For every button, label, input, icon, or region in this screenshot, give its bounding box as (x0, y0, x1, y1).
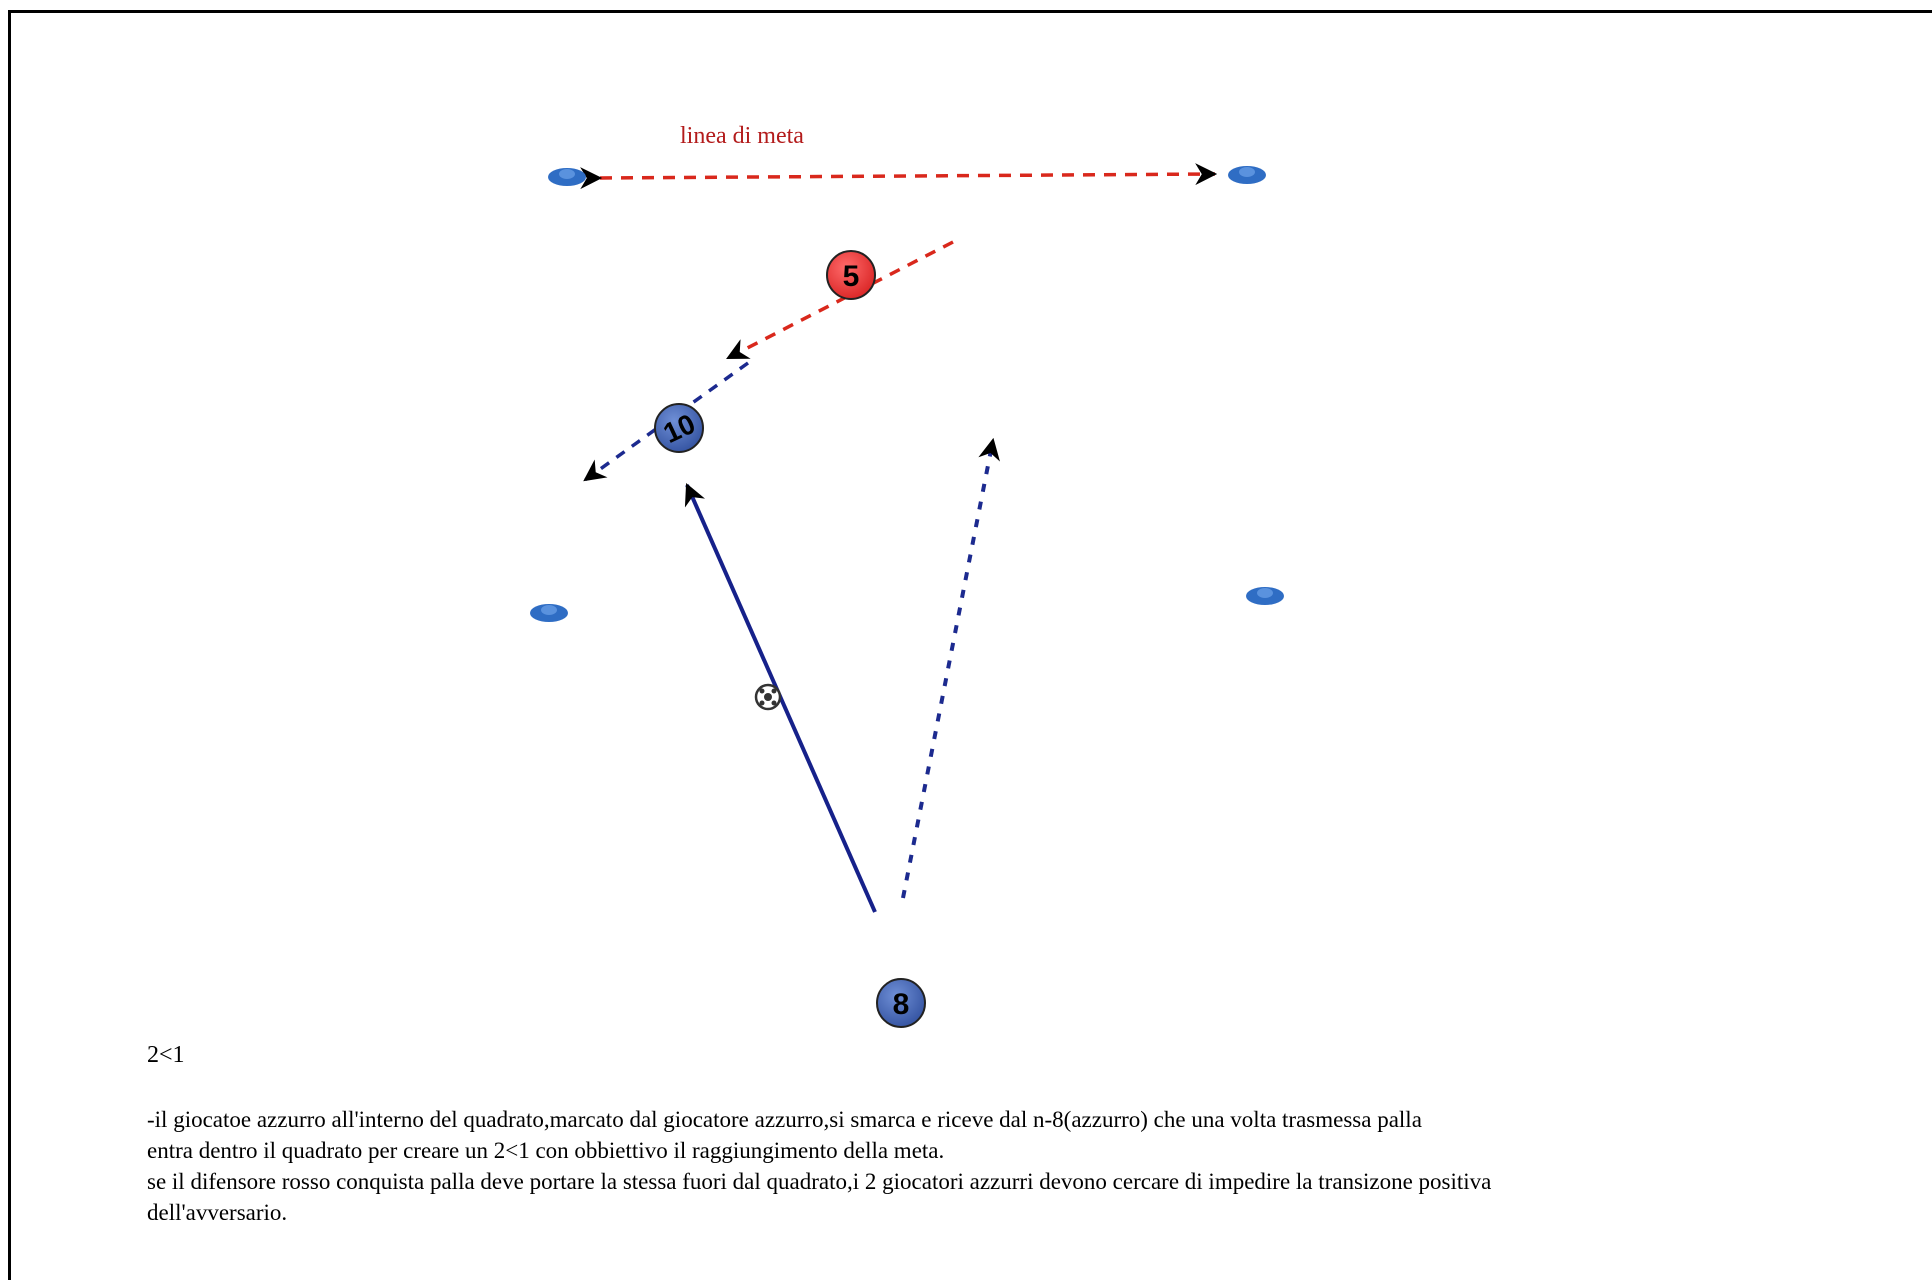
diagram-frame (8, 10, 1932, 1280)
soccer-ball-icon (754, 683, 782, 711)
cone-mid-right (1246, 587, 1284, 605)
player-blue-8: 8 (876, 978, 926, 1028)
exercise-code: 2<1 (147, 1042, 185, 1068)
cone-top-right (1228, 166, 1266, 184)
player-red-5: 5 (826, 250, 876, 300)
cone-mid-left (530, 604, 568, 622)
goal-line-label: linea di meta (680, 123, 804, 149)
description-line: dell'avversario. (147, 1200, 288, 1225)
exercise-description: -il giocatoe azzurro all'interno del qua… (147, 1104, 1847, 1228)
description-line: -il giocatoe azzurro all'interno del qua… (147, 1107, 1422, 1132)
red-player-run-arrow (726, 240, 954, 360)
blue-8-run-arrow (901, 437, 1000, 899)
description-line: entra dentro il quadrato per creare un 2… (147, 1138, 945, 1163)
goal-line-arrow (580, 163, 1218, 190)
player-number: 8 (893, 988, 910, 1021)
player-number: 5 (843, 260, 860, 293)
description-line: se il difensore rosso conquista palla de… (147, 1169, 1492, 1194)
cone-top-left (548, 168, 586, 186)
player-blue-10: 10 (654, 403, 704, 453)
